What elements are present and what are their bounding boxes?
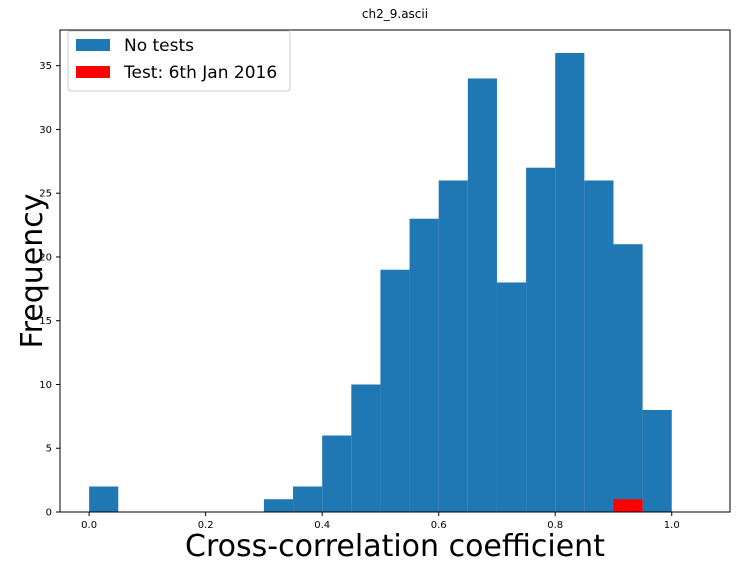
x-tick-label: 0.6: [431, 520, 447, 531]
y-tick-label: 25: [39, 189, 52, 200]
bar-series-0-bin-19: [642, 409, 672, 512]
bars-layer: [89, 52, 672, 513]
y-tick-label: 35: [39, 61, 52, 72]
legend-label: No tests: [124, 36, 194, 56]
bar-series-0-bin-9: [351, 384, 381, 512]
x-tick-label: 1.0: [664, 520, 680, 531]
x-axis-label: Cross-correlation coefficient: [185, 529, 605, 564]
x-tick-label: 0.4: [314, 520, 330, 531]
y-tick-label: 0: [46, 508, 52, 519]
y-tick-label: 10: [39, 380, 52, 391]
bar-series-0-bin-16: [555, 52, 585, 512]
legend-swatch: [76, 39, 110, 51]
bar-series-0-bin-17: [584, 180, 614, 512]
bar-series-0-bin-18: [613, 244, 643, 512]
bar-series-0-bin-6: [263, 499, 294, 512]
legend: No tests Test: 6th Jan 2016: [67, 30, 291, 92]
plot-frame: [59, 29, 731, 513]
bar-series-0-bin-10: [380, 269, 410, 512]
y-axis-label: Frequency: [15, 194, 50, 349]
x-tick-label: 0.0: [81, 520, 97, 531]
legend-swatch: [76, 66, 110, 78]
x-tick-label: 0.8: [547, 520, 563, 531]
bar-series-0-bin-0: [89, 486, 119, 512]
y-tick-label: 20: [39, 252, 52, 263]
bar-series-1-bin-0: [613, 499, 643, 512]
x-tick-label: 0.2: [198, 520, 214, 531]
bar-series-0-bin-7: [293, 486, 323, 512]
x-axis-ticks: 0.0 0.2 0.4 0.6 0.8 1.0: [81, 512, 680, 531]
chart-title: ch2_9.ascii: [362, 7, 428, 21]
bar-series-0-bin-15: [526, 167, 556, 512]
y-tick-label: 5: [46, 444, 52, 455]
y-tick-label: 15: [39, 316, 52, 327]
legend-box: [67, 30, 291, 92]
legend-label: Test: 6th Jan 2016: [123, 63, 277, 83]
bar-series-0-bin-14: [496, 282, 527, 512]
bar-series-0-bin-13: [467, 78, 497, 513]
bar-series-0-bin-8: [322, 435, 352, 512]
bar-series-0-bin-11: [409, 218, 439, 512]
bar-series-0-bin-12: [438, 180, 468, 512]
y-tick-label: 30: [39, 125, 52, 136]
y-axis-ticks: 0 5 10 15 20 25 30 35: [39, 61, 60, 519]
